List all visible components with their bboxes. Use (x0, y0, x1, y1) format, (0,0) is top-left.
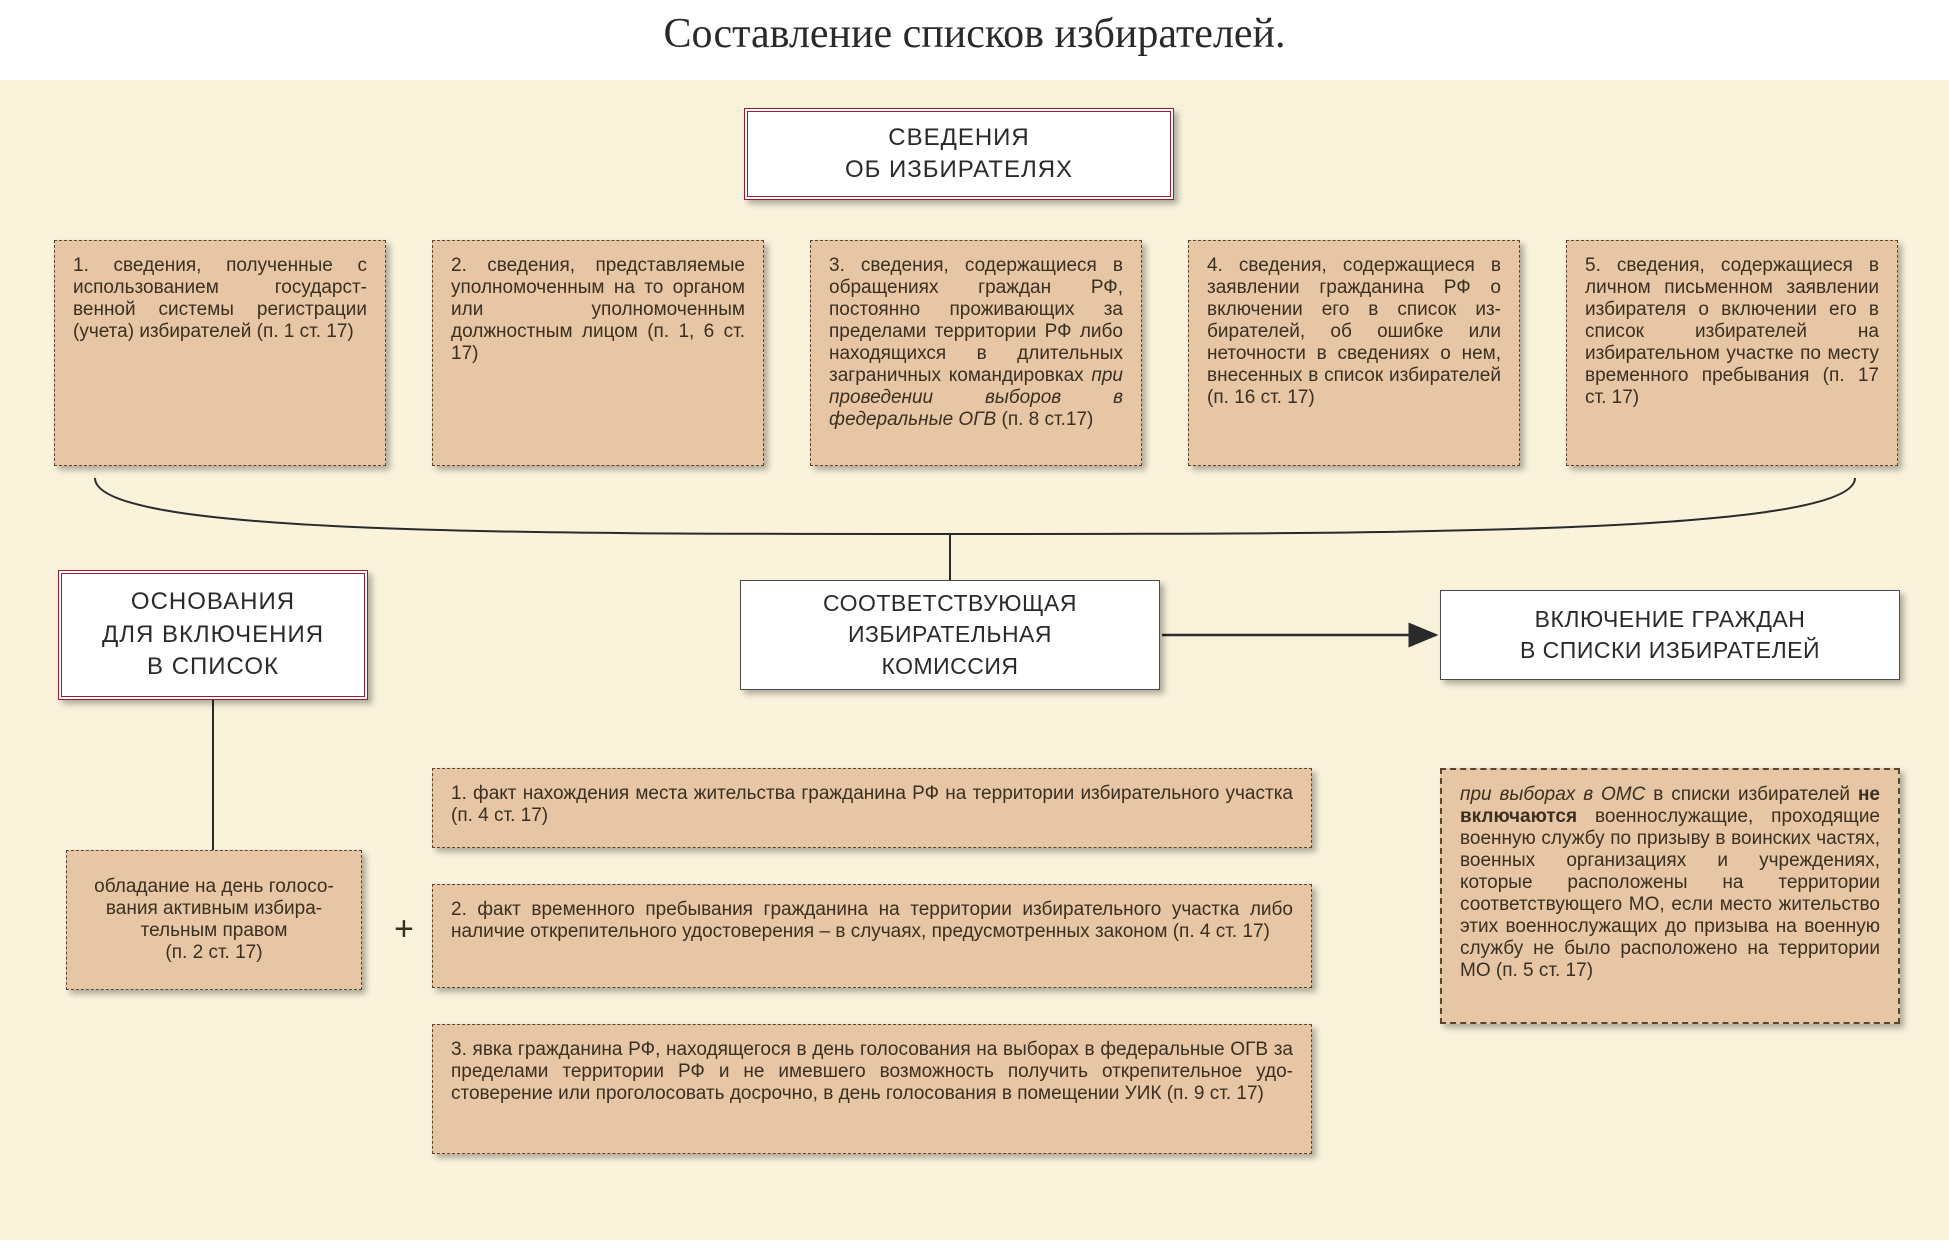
commission-line2: ИЗБИРАТЕЛЬНАЯ (848, 619, 1052, 650)
base-main-text: обладание на день голосо­вания активным … (85, 876, 343, 964)
commission-line3: КОМИССИЯ (881, 651, 1018, 682)
fact-box-2: 2. факт временного пребывания гражданина… (432, 884, 1312, 988)
note-oms-box: при выборах в ОМС в списки избирателей н… (1440, 768, 1900, 1024)
bases-header-line2: ДЛЯ ВКЛЮЧЕНИЯ (102, 619, 324, 651)
collector-brace (95, 478, 1855, 534)
fact-box-1: 1. факт нахождения места жительства граж… (432, 768, 1312, 848)
inclusion-line1: ВКЛЮЧЕНИЕ ГРАЖДАН (1535, 604, 1806, 635)
plus-sign: + (394, 910, 414, 949)
commission-line1: СООТВЕТСТВУЮЩАЯ (823, 588, 1077, 619)
source-box-2: 2. сведения, представляе­мые уполномочен… (432, 240, 764, 466)
inclusion-line2: В СПИСКИ ИЗБИРАТЕЛЕЙ (1520, 635, 1820, 666)
bases-header-line3: В СПИСОК (147, 651, 279, 683)
header-voter-info-line1: СВЕДЕНИЯ (888, 122, 1030, 154)
page-root: Составление списков избирателей. СВЕДЕНИ… (0, 0, 1949, 1255)
bases-header-line1: ОСНОВАНИЯ (131, 586, 295, 618)
base-main-box: обладание на день голосо­вания активным … (66, 850, 362, 990)
commission-box: СООТВЕТСТВУЮЩАЯ ИЗБИРАТЕЛЬНАЯ КОМИССИЯ (740, 580, 1160, 690)
header-voter-info: СВЕДЕНИЯ ОБ ИЗБИРАТЕЛЯХ (744, 108, 1174, 200)
source-box-5: 5. сведения, содержащиеся в личном письм… (1566, 240, 1898, 466)
source-box-4: 4. сведения, содержащиеся в заявлении гр… (1188, 240, 1520, 466)
fact-box-3: 3. явка гражданина РФ, находящегося в де… (432, 1024, 1312, 1154)
bases-header: ОСНОВАНИЯ ДЛЯ ВКЛЮЧЕНИЯ В СПИСОК (58, 570, 368, 700)
page-title: Составление списков избирателей. (0, 0, 1949, 58)
diagram-canvas: СВЕДЕНИЯ ОБ ИЗБИРАТЕЛЯХ 1. сведения, пол… (0, 80, 1949, 1240)
inclusion-box: ВКЛЮЧЕНИЕ ГРАЖДАН В СПИСКИ ИЗБИРАТЕЛЕЙ (1440, 590, 1900, 680)
header-voter-info-line2: ОБ ИЗБИРАТЕЛЯХ (845, 154, 1073, 186)
source-box-3: 3. сведения, содержащиеся в обращениях г… (810, 240, 1142, 466)
source-box-1: 1. сведения, полученные с использованием… (54, 240, 386, 466)
